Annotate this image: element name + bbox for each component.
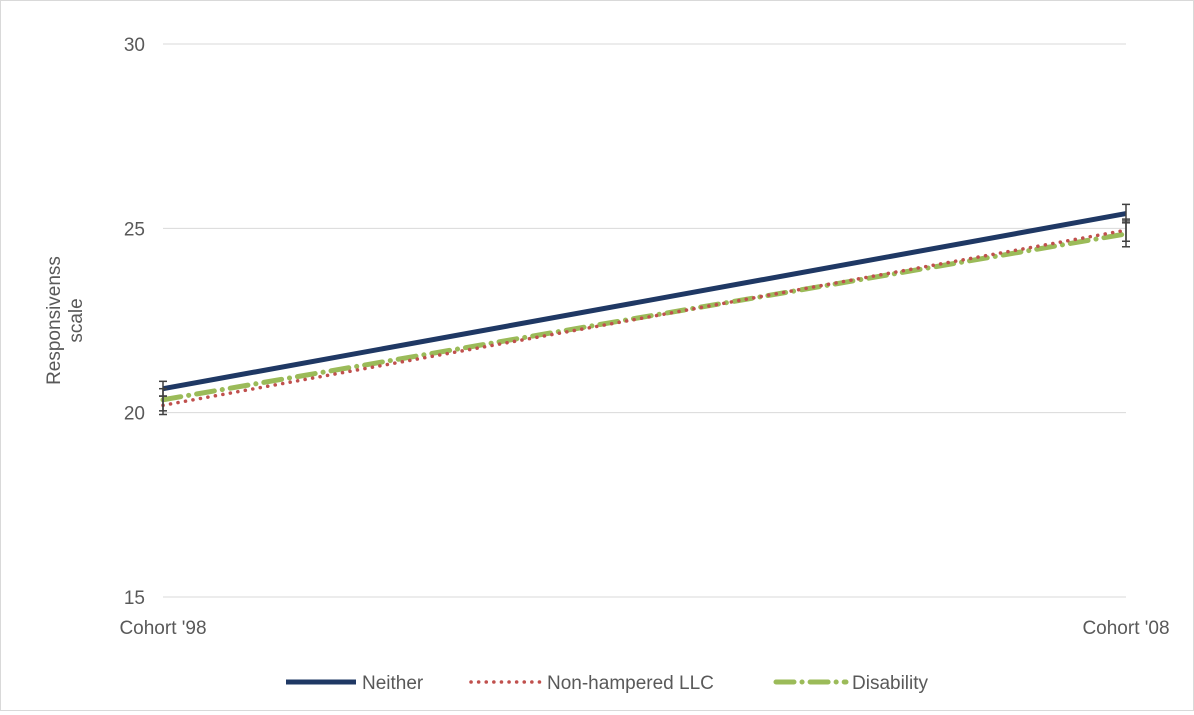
series-lines: [160, 211, 1129, 408]
legend-label: Disability: [852, 673, 929, 694]
error-bar: [159, 387, 167, 412]
x-axis-ticks: Cohort '98 Cohort '08: [119, 618, 1169, 639]
legend-label: Neither: [362, 673, 424, 694]
gridlines: [163, 43, 1126, 598]
error-bar: [1122, 220, 1130, 248]
legend: Neither Non-hampered LLC Disability: [286, 673, 929, 694]
y-axis-label-line: scale: [66, 298, 87, 342]
y-axis-ticks: 15 20 25 30: [124, 35, 145, 609]
x-tick-label: Cohort '08: [1082, 618, 1169, 639]
error-bars: [159, 203, 1130, 416]
x-tick-label: Cohort '98: [119, 618, 206, 639]
series-line-neither: [162, 211, 1127, 392]
y-axis-label: Responsivenssscale: [44, 256, 87, 385]
legend-label: Non-hampered LLC: [547, 673, 714, 694]
legend-item: Disability: [773, 673, 929, 694]
legend-item: Neither: [286, 673, 424, 694]
y-axis-label-line: Responsivenss: [44, 256, 65, 385]
y-tick-label: 20: [124, 404, 145, 425]
y-tick-label: 15: [124, 588, 145, 609]
y-tick-label: 25: [124, 219, 145, 240]
legend-item: Non-hampered LLC: [469, 673, 714, 694]
y-tick-label: 30: [124, 35, 145, 56]
series-line-disability: [160, 231, 1129, 403]
